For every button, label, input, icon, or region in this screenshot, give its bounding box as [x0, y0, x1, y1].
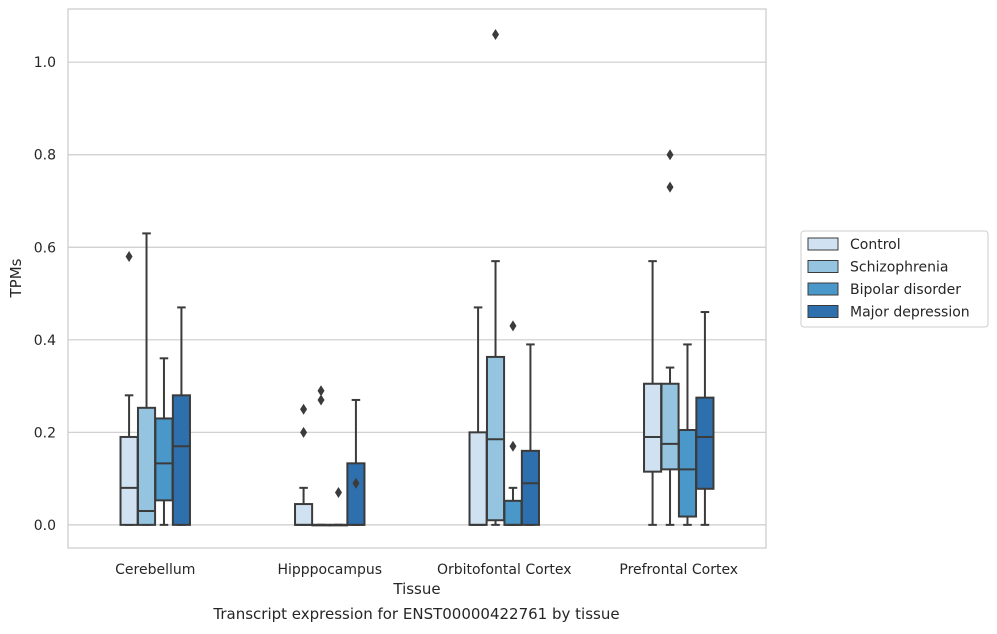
iqr-box [171, 394, 191, 526]
box-control [294, 403, 314, 526]
outlier-point [317, 385, 325, 397]
legend-item: Schizophrenia [807, 260, 948, 276]
iqr-box [154, 417, 174, 502]
y-tick-label: 0.6 [34, 240, 56, 256]
legend-item: Major depression [807, 305, 970, 321]
legend-item: Bipolar disorder [807, 282, 961, 298]
box-groups [119, 28, 715, 527]
box-schizophrenia [660, 149, 680, 526]
legend-swatch [807, 305, 839, 318]
box-major-depression [695, 311, 715, 526]
plot-frame [67, 8, 767, 549]
y-tick-label: 0.2 [34, 425, 56, 441]
legend-item: Control [807, 237, 901, 253]
box-major-depression [346, 398, 366, 526]
legend-label: Bipolar disorder [850, 282, 961, 298]
y-axis-label: TPMs [7, 258, 25, 298]
outlier-point [317, 394, 325, 406]
outlier-point [492, 28, 500, 40]
x-tick-label: Cerebellum [115, 562, 195, 578]
iqr-box [294, 503, 314, 526]
y-axis-ticks: 0.0 0.2 0.4 0.6 0.8 1.0 [34, 55, 56, 534]
legend-swatch [807, 282, 839, 296]
legend-label: Major depression [850, 305, 970, 321]
box-major-depression [171, 306, 191, 526]
iqr-box [346, 462, 366, 526]
box-bipolar-disorder [503, 320, 523, 526]
box-schizophrenia [136, 232, 157, 526]
legend-frame [800, 230, 989, 328]
x-tick-label: Prefrontal Cortex [619, 562, 738, 578]
iqr-box [503, 499, 523, 526]
x-tick-label: Orbitofontal Cortex [437, 562, 572, 578]
box-schizophrenia [485, 28, 506, 526]
box-bipolar-disorder [154, 357, 174, 526]
legend: Control Schizophrenia Bipolar disorder Majo… [800, 230, 989, 328]
box-bipolar-disorder [328, 486, 349, 527]
outlier-point [666, 149, 674, 161]
iqr-box [677, 429, 698, 518]
outlier-point [666, 181, 674, 193]
box-control [119, 251, 139, 526]
iqr-box [119, 435, 139, 526]
y-tick-label: 1.0 [34, 55, 56, 71]
x-tick-label: Hipppocampus [277, 562, 382, 578]
iqr-box [136, 406, 157, 526]
iqr-box [695, 396, 715, 490]
box-schizophrenia [311, 385, 331, 527]
outlier-point [509, 440, 517, 452]
outlier-point [300, 403, 308, 415]
outlier-point [125, 251, 133, 263]
iqr-box [520, 449, 540, 526]
iqr-box [643, 382, 663, 473]
outlier-point [300, 426, 308, 438]
box-control [643, 260, 663, 526]
y-tick-label: 0.4 [34, 333, 56, 349]
iqr-box [468, 431, 488, 526]
legend-label: Control [850, 237, 901, 253]
chart-caption: Transcript expression for ENST0000042276… [213, 605, 620, 623]
outlier-point [352, 477, 360, 489]
y-tick-label: 0.0 [34, 518, 56, 534]
outlier-point [334, 486, 342, 498]
iqr-box [660, 382, 680, 471]
x-axis-label: Tissue [392, 580, 440, 598]
legend-swatch [807, 237, 839, 251]
box-major-depression [520, 343, 540, 526]
box-control [468, 306, 488, 526]
outlier-point [509, 320, 517, 332]
x-axis-ticks: Cerebellum Hipppocampus Orbitofontal Corte… [115, 562, 738, 578]
legend-label: Schizophrenia [850, 260, 948, 276]
box-bipolar-disorder [677, 343, 698, 526]
legend-swatch [807, 260, 839, 273]
y-tick-label: 0.8 [34, 148, 56, 164]
